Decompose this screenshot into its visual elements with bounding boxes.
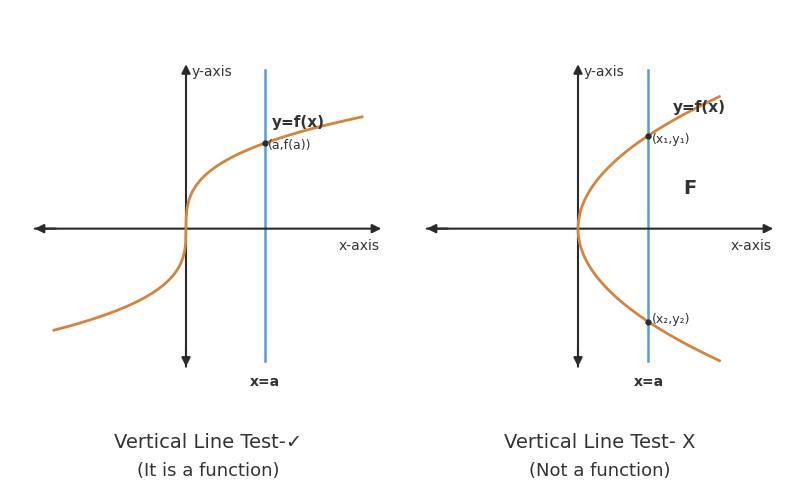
Text: (x₁,y₁): (x₁,y₁) (652, 133, 690, 146)
Text: y=f(x): y=f(x) (272, 115, 325, 130)
Text: x=a: x=a (250, 374, 280, 388)
Text: x-axis: x-axis (730, 239, 771, 253)
Text: x-axis: x-axis (338, 239, 380, 253)
Text: Vertical Line Test-✓: Vertical Line Test-✓ (114, 432, 302, 451)
Text: x=a: x=a (634, 374, 663, 388)
Text: Vertical Line Test- X: Vertical Line Test- X (504, 432, 696, 451)
Text: (x₂,y₂): (x₂,y₂) (652, 312, 690, 325)
Text: (a,f(a)): (a,f(a)) (267, 139, 311, 152)
Text: (It is a function): (It is a function) (137, 461, 279, 479)
Text: y-axis: y-axis (583, 64, 624, 79)
Text: y=f(x): y=f(x) (673, 100, 726, 115)
Text: (Not a function): (Not a function) (530, 461, 670, 479)
Text: F: F (683, 179, 697, 198)
Text: y-axis: y-axis (191, 64, 232, 79)
